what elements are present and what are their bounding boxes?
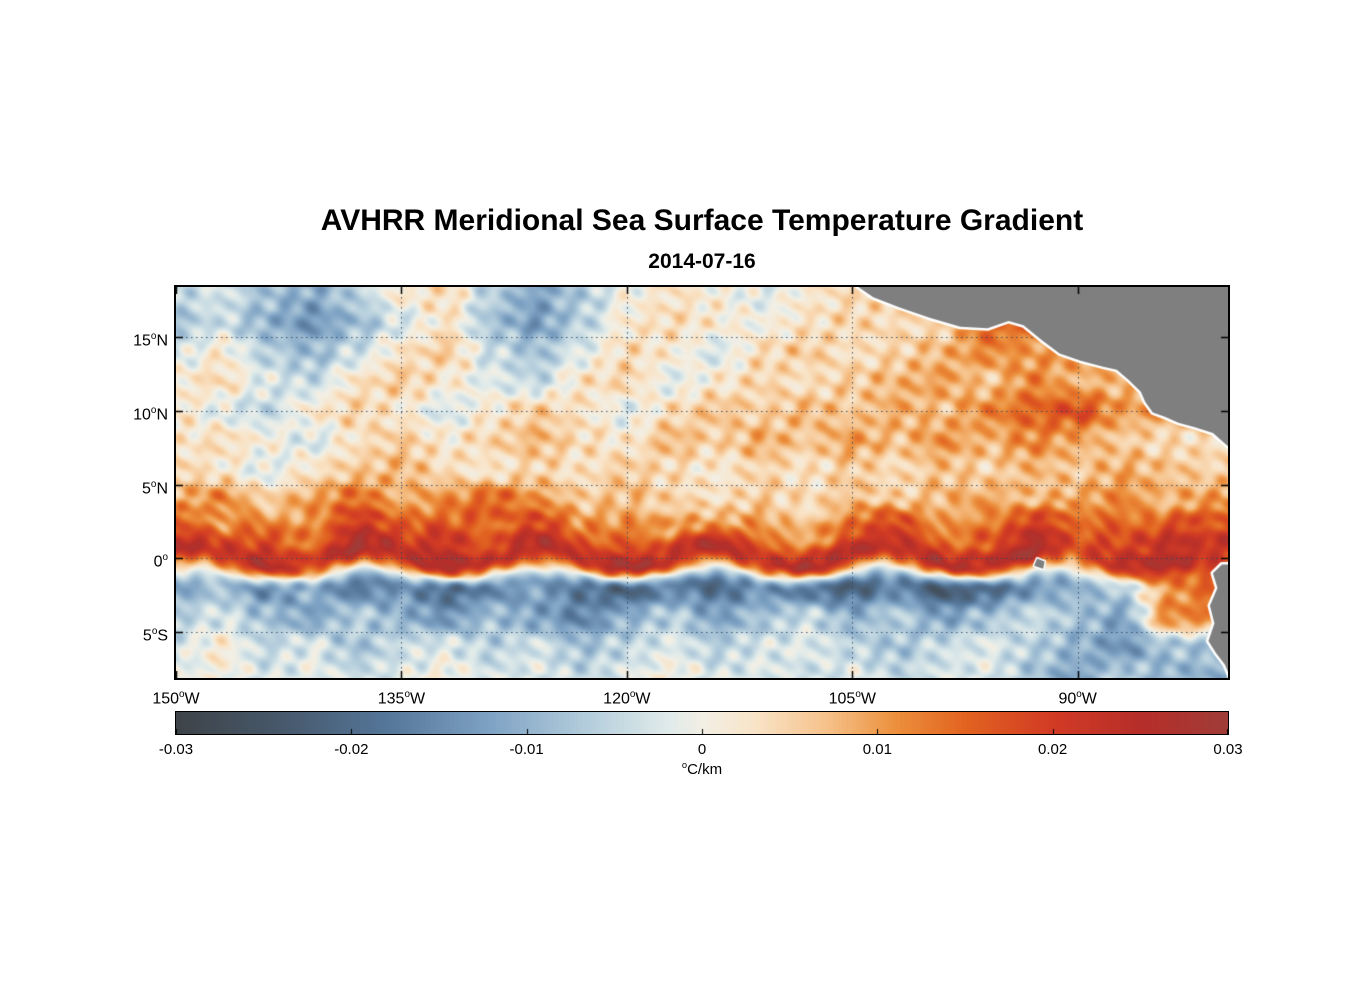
sst-gradient-heatmap (176, 287, 1228, 678)
y-tick-label: 10oN (133, 404, 168, 424)
colorbar-tick-label: 0.02 (1038, 741, 1068, 758)
y-tick-label: 0o (153, 552, 168, 571)
colorbar-tick-label: 0.03 (1213, 741, 1243, 758)
units-text: C/km (687, 761, 723, 778)
degree-symbol: o (681, 760, 688, 770)
chart-date-subtitle: 2014-07-16 (648, 250, 756, 273)
x-tick-label: 105oW (828, 689, 876, 708)
colorbar-tick-label: -0.03 (158, 741, 194, 758)
colorbar-tick-label: 0 (697, 741, 707, 758)
colorbar (175, 711, 1229, 735)
y-tick-label: 5oS (142, 626, 168, 645)
chart-title: AVHRR Meridional Sea Surface Temperature… (320, 204, 1084, 237)
y-tick-label: 15oN (133, 331, 168, 350)
colorbar-units-label: oC/km (176, 760, 1228, 778)
colorbar-gradient (176, 712, 1228, 734)
colorbar-tick-label: 0.01 (862, 741, 892, 758)
y-tick-label: 5oN (142, 478, 168, 498)
x-tick-label: 150oW (152, 689, 200, 708)
map-plot-area (174, 285, 1230, 680)
x-tick-label: 135oW (377, 689, 426, 708)
colorbar-tick-label: -0.01 (509, 741, 544, 758)
x-tick-label: 90oW (1058, 689, 1097, 708)
x-tick-label: 120oW (603, 689, 651, 708)
colorbar-tick-label: -0.02 (334, 741, 369, 758)
